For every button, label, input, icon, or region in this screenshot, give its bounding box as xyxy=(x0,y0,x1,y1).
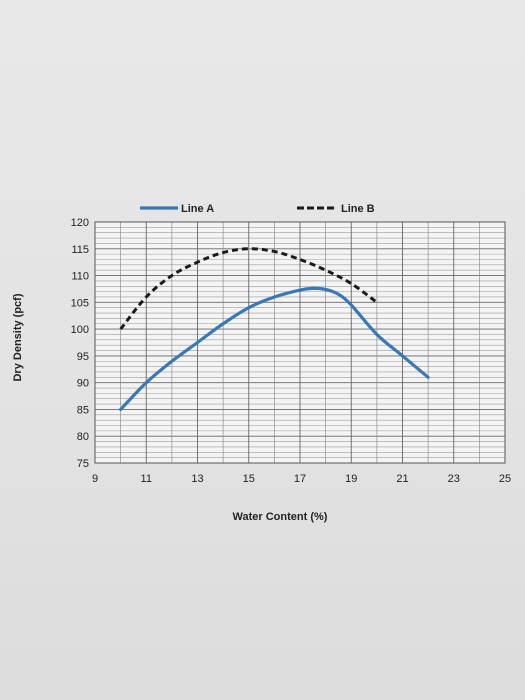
x-tick-label: 23 xyxy=(448,473,460,485)
legend-label-line-a: Line A xyxy=(181,203,214,215)
y-tick-label: 75 xyxy=(77,458,89,470)
series-layer xyxy=(119,247,430,412)
x-tick-label: 21 xyxy=(396,473,408,485)
y-tick-label: 115 xyxy=(71,244,89,256)
y-tick-label: 110 xyxy=(71,271,89,283)
y-tick-label: 120 xyxy=(71,217,89,229)
y-tick-labels: 75 80 85 90 95 100 105 110 115 120 xyxy=(71,217,89,470)
series-line-b xyxy=(119,247,378,331)
x-axis-title: Water Content (%) xyxy=(233,511,328,523)
legend-label-line-b: Line B xyxy=(341,203,375,215)
x-tick-label: 17 xyxy=(294,473,306,485)
x-tick-labels: 9 11 13 15 17 19 21 23 25 xyxy=(92,473,511,485)
x-tick-label: 19 xyxy=(345,473,357,485)
plot-frame xyxy=(94,221,506,464)
y-tick-label: 95 xyxy=(77,351,89,363)
x-tick-label: 11 xyxy=(141,473,152,485)
x-tick-label: 15 xyxy=(243,473,255,485)
y-tick-label: 100 xyxy=(71,324,89,336)
x-tick-label: 9 xyxy=(92,473,98,485)
legend: Line A Line B xyxy=(140,203,375,215)
y-axis-title: Dry Density (pcf) xyxy=(12,293,24,381)
y-tick-label: 90 xyxy=(77,378,89,390)
grid xyxy=(94,221,506,464)
x-tick-label: 13 xyxy=(191,473,203,485)
x-tick-label: 25 xyxy=(499,473,511,485)
series-line-a xyxy=(119,286,430,412)
y-tick-label: 80 xyxy=(77,431,89,443)
y-tick-label: 85 xyxy=(77,404,89,416)
y-tick-label: 105 xyxy=(71,297,89,309)
